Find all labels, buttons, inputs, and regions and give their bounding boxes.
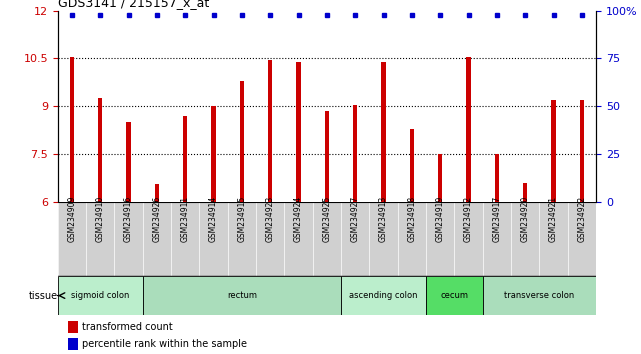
Bar bbox=[70, 57, 74, 202]
Text: percentile rank within the sample: percentile rank within the sample bbox=[82, 339, 247, 349]
Bar bbox=[325, 111, 329, 202]
Text: cecum: cecum bbox=[440, 291, 469, 300]
Text: transverse colon: transverse colon bbox=[504, 291, 574, 300]
Bar bbox=[410, 129, 414, 202]
Bar bbox=[154, 184, 159, 202]
Text: ascending colon: ascending colon bbox=[349, 291, 418, 300]
Bar bbox=[69, 338, 78, 350]
Bar bbox=[58, 276, 143, 315]
Bar bbox=[143, 276, 341, 315]
Bar bbox=[426, 276, 483, 315]
Bar bbox=[353, 104, 358, 202]
Bar bbox=[296, 62, 301, 202]
Bar bbox=[381, 62, 386, 202]
Bar bbox=[483, 276, 596, 315]
Bar bbox=[98, 98, 103, 202]
Bar bbox=[495, 154, 499, 202]
Bar bbox=[467, 57, 470, 202]
Text: sigmoid colon: sigmoid colon bbox=[71, 291, 129, 300]
Bar bbox=[126, 122, 131, 202]
Text: tissue: tissue bbox=[29, 291, 58, 301]
Text: rectum: rectum bbox=[227, 291, 257, 300]
Bar bbox=[69, 321, 78, 333]
Bar bbox=[341, 276, 426, 315]
Bar bbox=[268, 60, 272, 202]
Bar bbox=[212, 106, 215, 202]
Bar bbox=[551, 100, 556, 202]
Bar bbox=[580, 100, 584, 202]
Bar bbox=[240, 81, 244, 202]
Bar bbox=[523, 183, 528, 202]
Bar bbox=[438, 154, 442, 202]
Text: GDS3141 / 215157_x_at: GDS3141 / 215157_x_at bbox=[58, 0, 209, 10]
Bar bbox=[183, 116, 187, 202]
Text: transformed count: transformed count bbox=[82, 322, 172, 332]
